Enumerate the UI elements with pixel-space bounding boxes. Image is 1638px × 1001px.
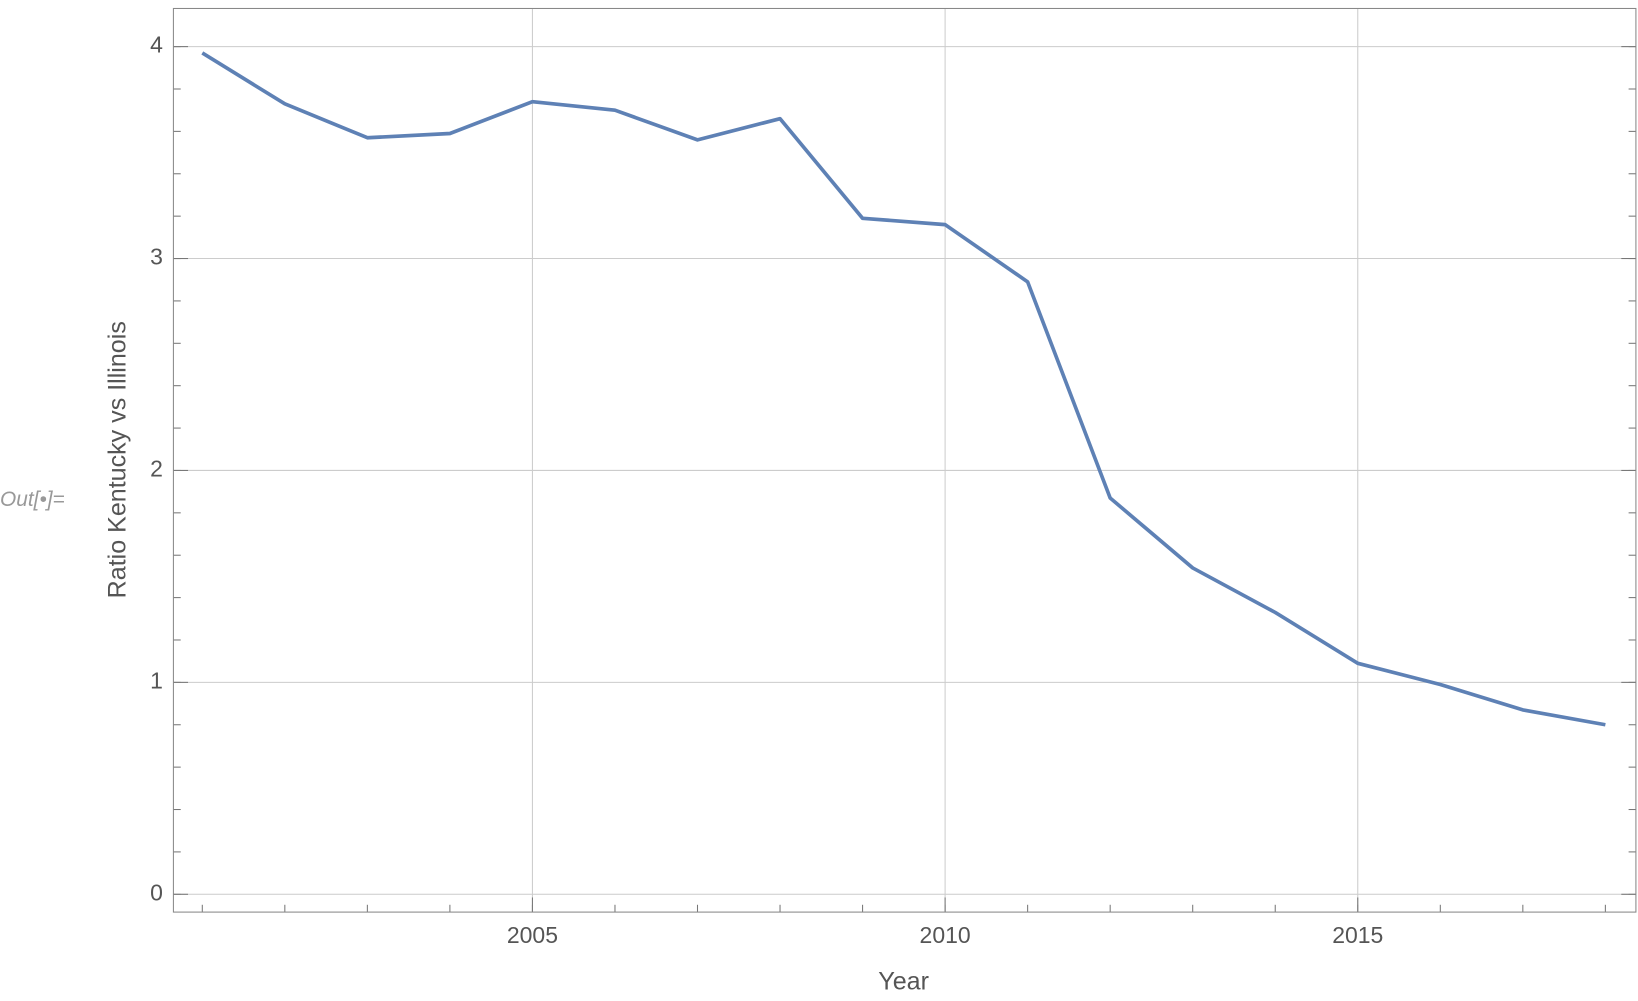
y-tick-label: 0 [150, 879, 163, 905]
x-axis-label: Year [878, 968, 929, 996]
cell-label: Out[•]= [0, 488, 65, 511]
plot-frame [172, 7, 1637, 913]
y-tick-label: 1 [150, 667, 163, 693]
x-tick-label: 2010 [920, 922, 971, 948]
y-tick-label: 2 [150, 456, 163, 482]
y-tick-label: 3 [150, 244, 163, 270]
y-tick-label: 4 [150, 32, 163, 58]
y-axis-label: Ratio Kentucky vs Illinois [104, 321, 132, 598]
data-line [201, 51, 1606, 727]
x-tick-label: 2005 [507, 922, 558, 948]
x-tick-label: 2015 [1332, 922, 1383, 948]
